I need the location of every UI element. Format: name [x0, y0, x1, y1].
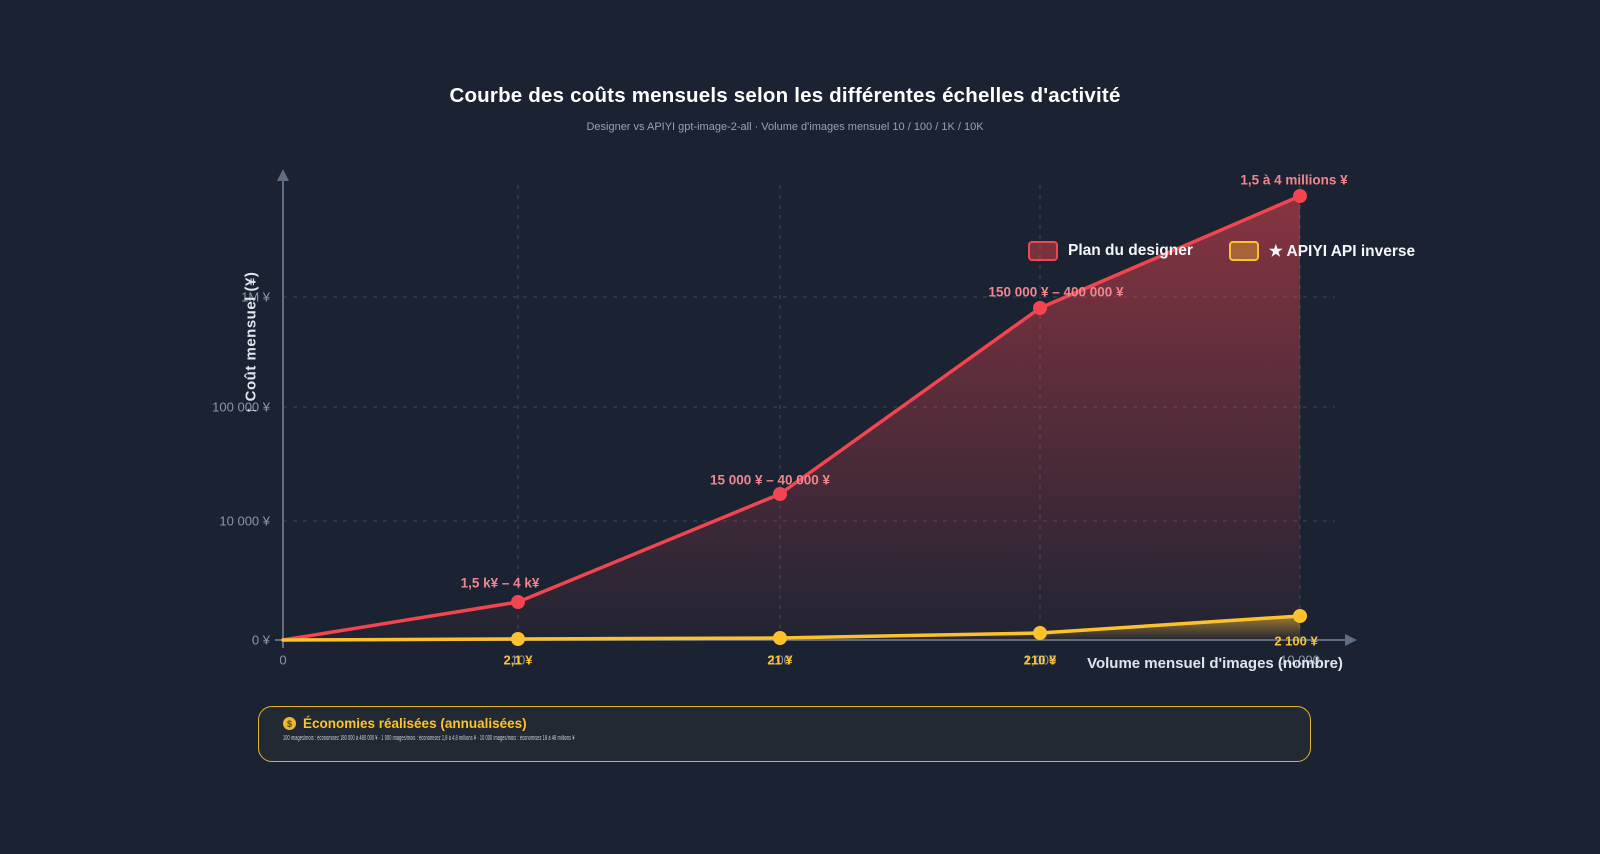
apiyi-point-label: 21 ¥ — [767, 652, 793, 668]
y-axis-arrow-icon — [277, 169, 289, 181]
x-axis-arrow-icon — [1345, 634, 1357, 646]
y-tick-label: 0 ¥ — [251, 632, 270, 648]
savings-details: 100 images/mois : économisez 180 000 à 4… — [283, 735, 575, 742]
designer-data-point[interactable] — [1293, 189, 1307, 203]
x-tick-label: 1,000 — [1023, 652, 1057, 668]
y-tick-label: 10 000 ¥ — [219, 513, 270, 529]
designer-point-label: 1,5 à 4 millions ¥ — [1240, 172, 1348, 188]
designer-point-label: 150 000 ¥ – 400 000 ¥ — [988, 284, 1124, 300]
legend-label-apiyi: ★ APIYI API inverse — [1268, 242, 1416, 260]
x-tick-label: 0 — [279, 652, 287, 668]
legend-item-apiyi[interactable]: ★ APIYI API inverse — [1228, 241, 1416, 261]
apiyi-point-label: 2,1 ¥ — [503, 652, 533, 668]
y-tick-label: 1M ¥ — [241, 289, 270, 305]
legend-item-designer[interactable]: Plan du designer — [1028, 241, 1193, 261]
apiyi-data-point[interactable] — [1293, 609, 1307, 623]
apiyi-point-label: 2 100 ¥ — [1274, 633, 1318, 649]
savings-box: $ Économies réalisées (annualisées) 100 … — [258, 706, 1311, 762]
designer-point-label: 1,5 k¥ – 4 k¥ — [460, 575, 540, 591]
savings-heading: $ Économies réalisées (annualisées) — [283, 716, 1310, 731]
money-bag-icon: $ — [283, 717, 296, 730]
x-tick-label: 100 — [769, 652, 791, 668]
apiyi-data-point[interactable] — [773, 631, 787, 645]
savings-heading-text: Économies réalisées (annualisées) — [303, 716, 527, 731]
y-tick-label: 100 000 ¥ — [212, 399, 270, 415]
apiyi-series-swatch-icon — [1228, 241, 1259, 261]
chart-subtitle: Designer vs APIYI gpt-image-2-all · Volu… — [586, 121, 984, 133]
designer-data-point[interactable] — [511, 595, 525, 609]
designer-data-point[interactable] — [1033, 301, 1047, 315]
chart-title: Courbe des coûts mensuels selon les diff… — [449, 84, 1121, 107]
apiyi-data-point[interactable] — [1033, 626, 1047, 640]
x-tick-label: 10,000 — [1280, 652, 1320, 668]
designer-data-point[interactable] — [773, 487, 787, 501]
apiyi-point-label: 210 ¥ — [1023, 652, 1057, 668]
x-tick-label: 10 — [510, 652, 526, 668]
designer-point-label: 15 000 ¥ – 40 000 ¥ — [709, 472, 831, 488]
y-axis-title: ↑ Coût mensuel (¥) — [242, 271, 260, 414]
chart-legend: Plan du designer ★ APIYI API inverse — [1028, 241, 1415, 261]
apiyi-data-point[interactable] — [511, 632, 525, 646]
legend-label-designer: Plan du designer — [1068, 242, 1193, 259]
designer-series-swatch-icon — [1028, 241, 1058, 261]
x-axis-title: Volume mensuel d'images (nombre) — [1087, 655, 1343, 672]
